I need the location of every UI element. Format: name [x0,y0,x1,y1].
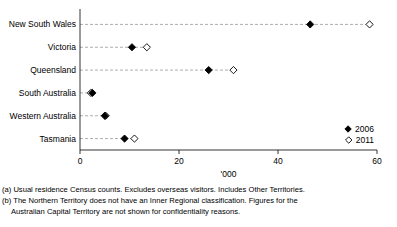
dot [131,135,138,142]
dot [307,21,314,28]
plot-area [80,21,373,142]
x-axis [80,150,377,151]
category-label: New South Wales [9,19,76,29]
category-label: Western Australia [10,111,77,121]
dot [366,21,373,28]
dot [102,112,109,119]
leader-line [80,47,147,48]
dot [230,66,237,73]
x-tick [377,150,378,154]
legend-label: 2006 [355,124,374,134]
footnote: (b) The Northern Territory does not have… [2,196,298,205]
chart: New South Wales Victoria Queensland South A… [0,0,397,227]
dot [89,89,96,96]
footnote: Australian Capital Territory are not sho… [11,207,240,216]
x-tick-label: 60 [372,156,382,166]
dot [143,44,150,51]
category-label: Queensland [30,65,76,75]
dot [128,44,135,51]
footnote: (a) Usual residence Census counts. Exclu… [2,185,305,194]
x-tick-label: 0 [78,156,83,166]
legend-label: 2011 [356,135,375,145]
legend-marker [346,137,352,143]
x-tick [179,150,180,154]
category-label: Victoria [48,42,76,52]
x-tick [278,150,279,154]
x-tick-label: 20 [174,156,184,166]
dot [101,112,108,119]
y-axis [80,9,81,150]
category-label: South Australia [19,88,76,98]
x-tick-label: 40 [273,156,283,166]
leader-line [80,24,370,25]
dot [121,135,128,142]
x-axis-label: '000 [221,169,237,179]
legend-marker [345,126,351,132]
dot [205,66,212,73]
category-label: Tasmania [40,134,77,144]
x-tick [80,150,81,154]
